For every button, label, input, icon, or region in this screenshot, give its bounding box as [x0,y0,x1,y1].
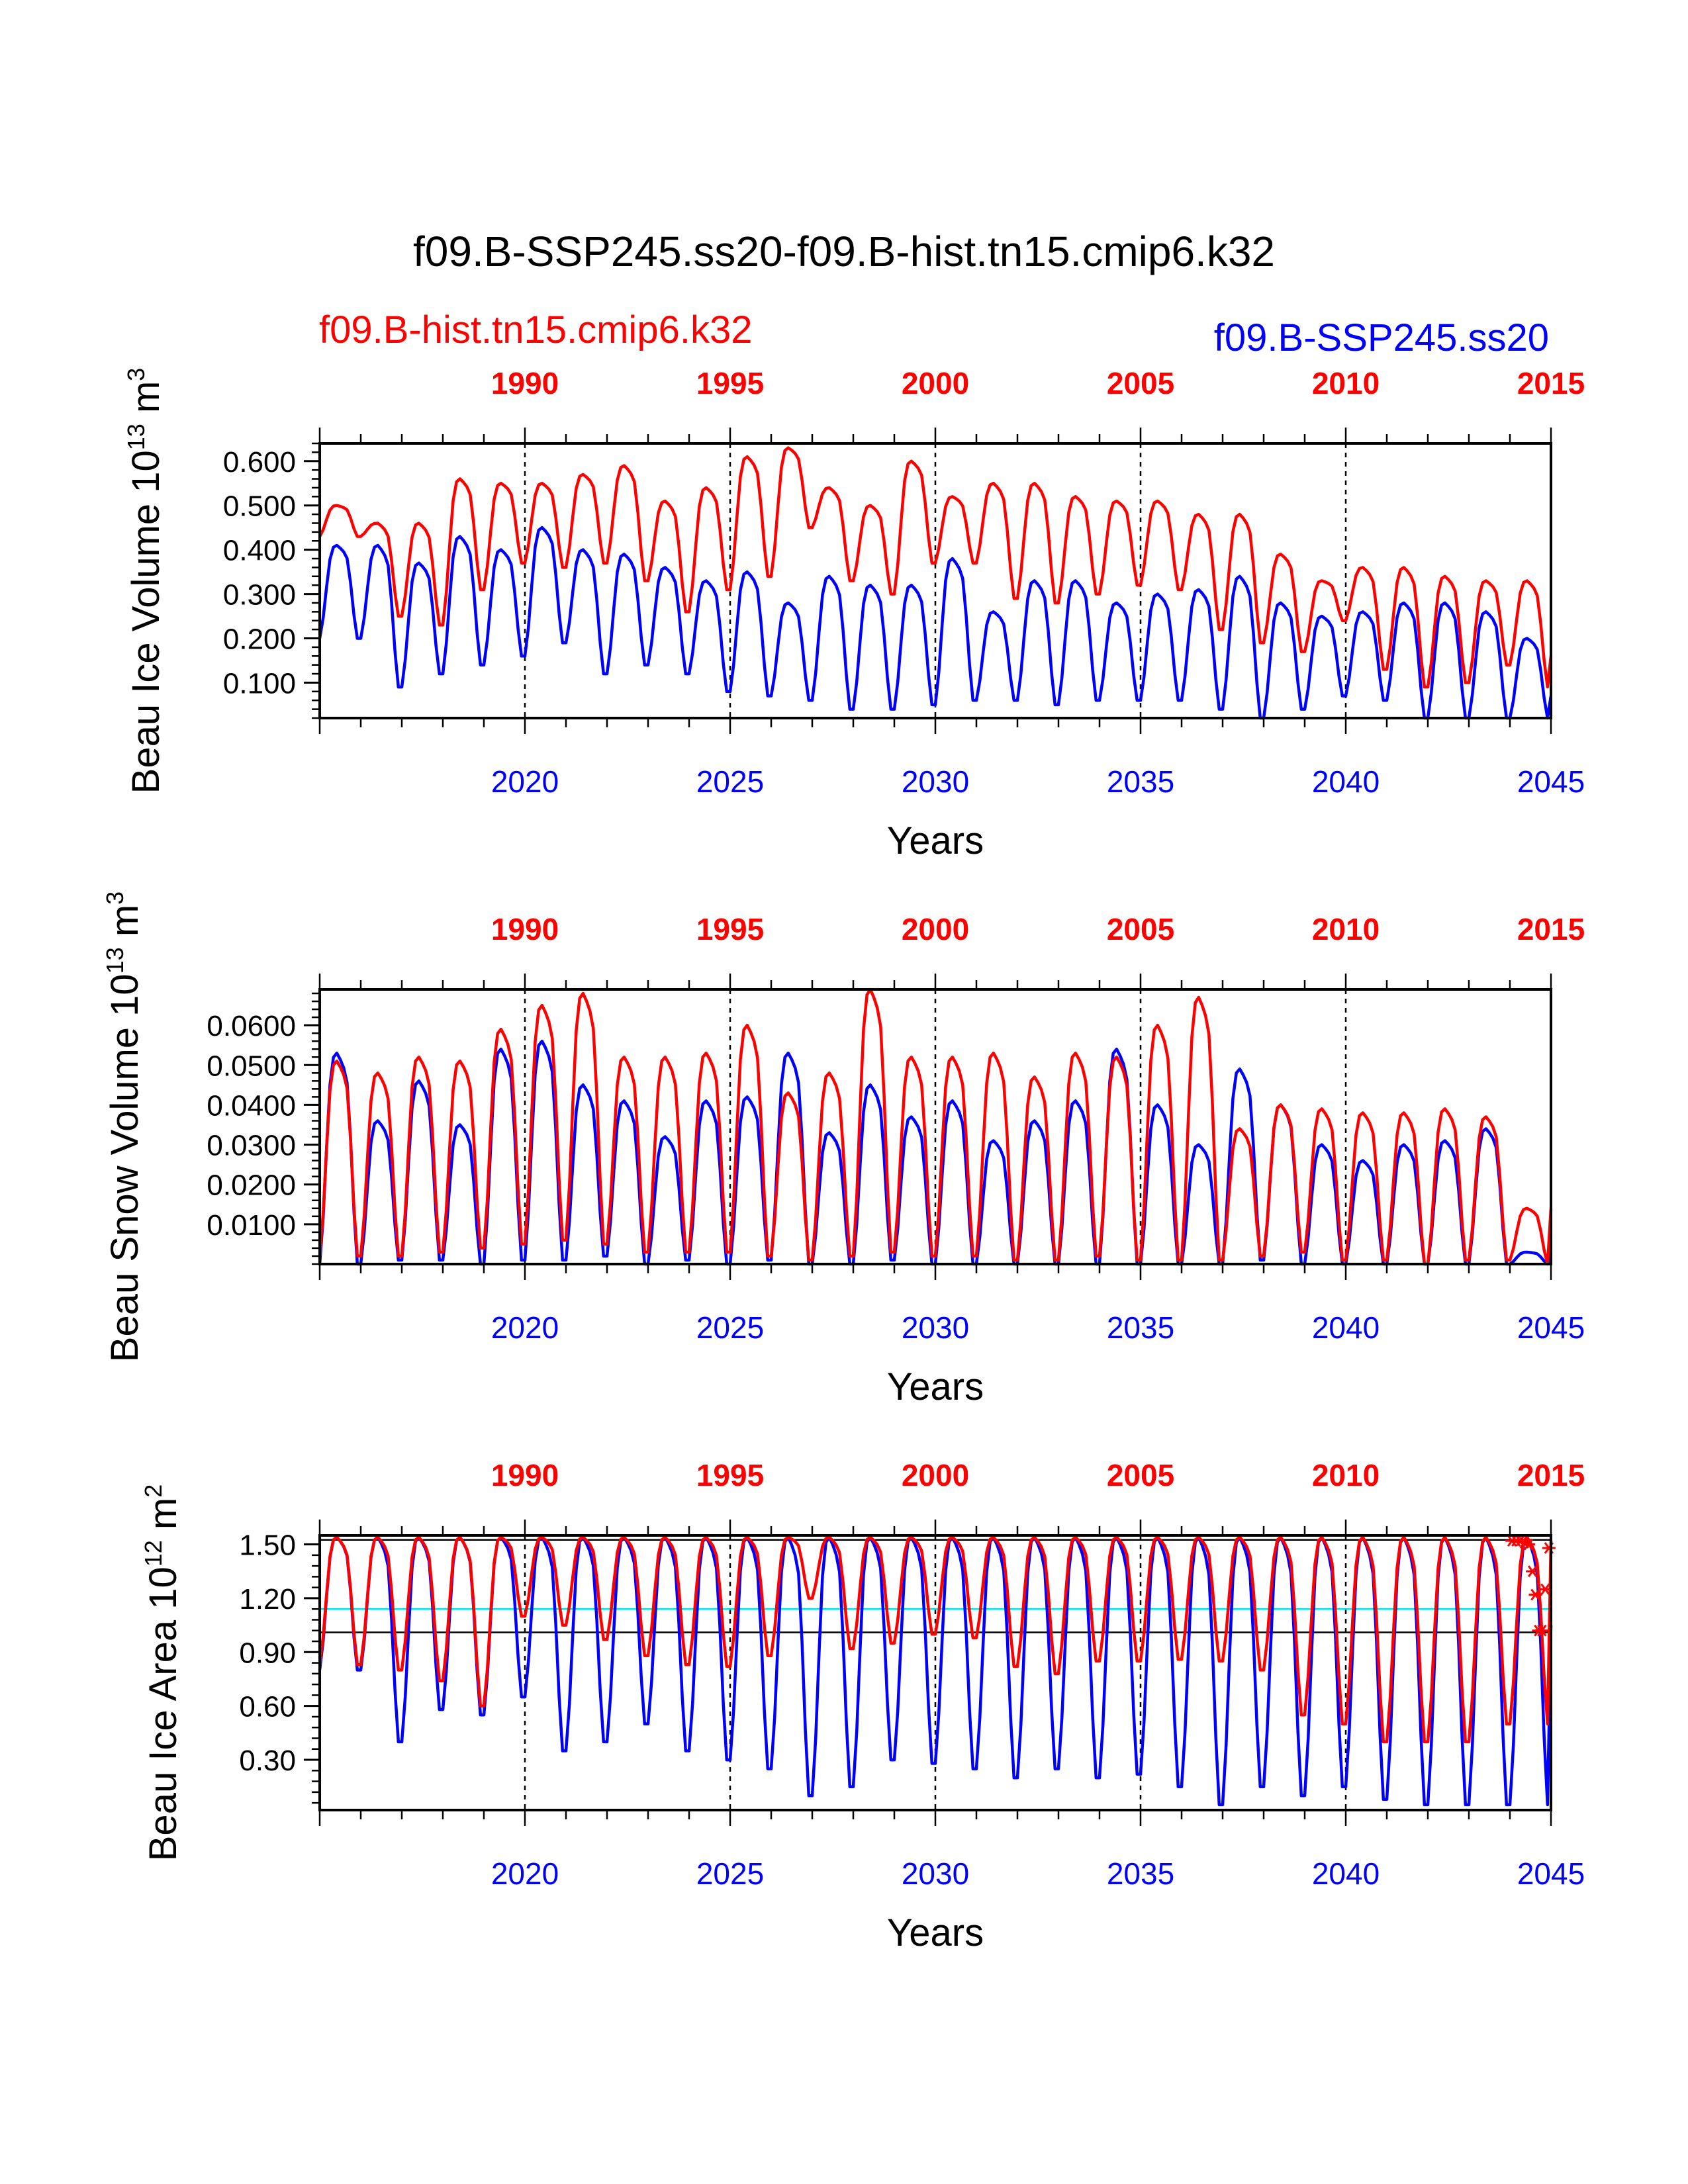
figure-title: f09.B-SSP245.ss20-f09.B-hist.tn15.cmip6.… [413,228,1275,275]
series-line-hist [318,1535,1553,1744]
x-tick-label-top: 1995 [696,366,764,400]
y-tick-label: 1.50 [239,1529,296,1562]
x-tick-label-top: 2005 [1107,912,1174,946]
x-tick-label-top: 1990 [491,1458,559,1492]
marker-point-6 [1526,1565,1540,1578]
x-tick-label-bottom: 2025 [696,764,764,799]
marker-point-10 [1538,1583,1552,1596]
y-axis-label-part: 2 [140,1484,167,1498]
x-tick-label-top: 1990 [491,366,559,400]
y-axis-label: Beau Ice Volume 1013 m3 [122,368,167,794]
x-tick-label-top: 2015 [1517,912,1585,946]
x-tick-label-bottom: 2020 [491,1310,559,1345]
x-tick-label-bottom: 2045 [1517,764,1585,799]
y-tick-label: 0.100 [223,667,296,700]
x-tick-label-top: 2005 [1107,1458,1174,1492]
x-tick-label-top: 2015 [1517,366,1585,400]
x-tick-label-bottom: 2040 [1312,764,1380,799]
marker-point-7 [1528,1588,1542,1601]
y-tick-label: 0.0100 [207,1209,296,1242]
x-tick-label-top: 2015 [1517,1458,1585,1492]
x-axis-label: Years [887,1365,984,1408]
y-tick-label: 0.400 [223,535,296,567]
marker-point-5 [1521,1538,1535,1551]
y-axis-label-part: 3 [122,368,150,381]
x-tick-label-top: 2010 [1312,912,1380,946]
x-axis-label: Years [887,819,984,862]
x-tick-label-bottom: 2035 [1107,764,1174,799]
series-line-ssp [318,525,1553,720]
y-axis-label-part: Beau Ice Volume 10 [124,450,167,794]
x-tick-label-bottom: 2035 [1107,1856,1174,1891]
marker-point-9 [1535,1624,1549,1637]
y-axis-label-part: 13 [101,947,128,974]
y-axis-label-part: m [142,1498,185,1540]
y-axis-label-part: m [103,905,146,947]
y-tick-label: 0.0300 [207,1130,296,1162]
x-tick-label-top: 2000 [902,912,969,946]
x-tick-label-top: 2010 [1312,1458,1380,1492]
x-tick-label-top: 1995 [696,1458,764,1492]
x-tick-label-bottom: 2030 [902,764,969,799]
y-tick-label: 0.0200 [207,1169,296,1202]
y-tick-label: 0.60 [239,1691,296,1723]
y-tick-label: 0.200 [223,623,296,656]
series-line-hist [318,987,1553,1266]
series-line-ssp [318,1535,1553,1807]
marker-point-11 [1542,1542,1556,1554]
x-tick-label-bottom: 2030 [902,1310,969,1345]
y-axis-label-part: 13 [122,424,150,450]
x-tick-label-bottom: 2030 [902,1856,969,1891]
x-tick-label-bottom: 2020 [491,1856,559,1891]
x-tick-label-bottom: 2040 [1312,1310,1380,1345]
panel-1: 0.100 0.200 0.300 0.400 0.500 0.600 2020 2025 20… [122,366,1585,862]
x-tick-label-top: 2005 [1107,366,1174,400]
y-tick-label: 0.300 [223,579,296,612]
series-line-hist [318,446,1553,689]
y-axis-label-part: Beau Ice Area 10 [142,1567,185,1861]
y-tick-label: 0.90 [239,1637,296,1669]
y-axis-label-part: Beau Snow Volume 10 [103,974,146,1362]
x-tick-label-top: 1990 [491,912,559,946]
y-tick-label: 0.0500 [207,1050,296,1082]
x-tick-label-bottom: 2045 [1517,1856,1585,1891]
x-axis-label: Years [887,1911,984,1954]
panel-2: 0.0100 0.0200 0.0300 0.0400 0.0500 0.0600 2020… [101,891,1585,1408]
y-axis-label: Beau Ice Area 1012 m2 [140,1484,185,1862]
x-tick-label-top: 2000 [902,1458,969,1492]
y-tick-label: 0.600 [223,446,296,478]
x-tick-label-bottom: 2035 [1107,1310,1174,1345]
y-tick-label: 0.0600 [207,1010,296,1042]
y-tick-label: 0.0400 [207,1089,296,1122]
x-tick-label-top: 2010 [1312,366,1380,400]
y-axis-label-part: 12 [140,1540,167,1567]
x-tick-label-bottom: 2020 [491,764,559,799]
y-axis-label: Beau Snow Volume 1013 m3 [101,891,146,1362]
y-axis-label-part: 3 [101,891,128,905]
y-tick-label: 0.500 [223,490,296,523]
x-tick-label-bottom: 2040 [1312,1856,1380,1891]
x-tick-label-bottom: 2025 [696,1856,764,1891]
panel-3: 0.30 0.60 0.90 1.20 1.50 2020 2025 2030 2035 2040… [140,1458,1585,1954]
y-axis-label-part: m [124,381,167,424]
y-tick-label: 1.20 [239,1583,296,1615]
x-tick-label-bottom: 2025 [696,1310,764,1345]
x-tick-label-bottom: 2045 [1517,1310,1585,1345]
y-tick-label: 0.30 [239,1745,296,1777]
legend-ssp-label: f09.B-SSP245.ss20 [1214,316,1549,359]
x-tick-label-top: 2000 [902,366,969,400]
legend-hist-label: f09.B-hist.tn15.cmip6.k32 [319,308,752,351]
x-tick-label-top: 1995 [696,912,764,946]
